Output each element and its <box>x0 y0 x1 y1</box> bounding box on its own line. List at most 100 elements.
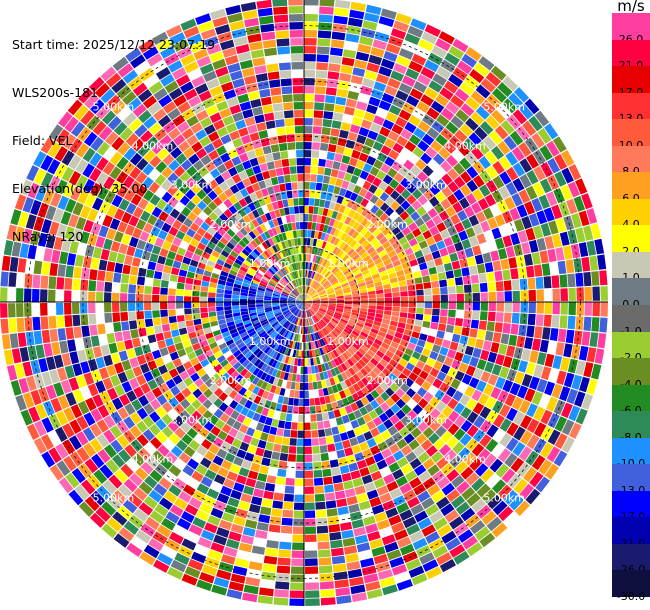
velocity-gate <box>114 469 129 483</box>
velocity-gate <box>420 152 432 165</box>
velocity-gate <box>296 446 304 454</box>
velocity-gate <box>332 282 340 287</box>
velocity-gate <box>304 342 307 350</box>
velocity-gate <box>416 289 424 296</box>
velocity-gate <box>251 319 260 325</box>
velocity-gate <box>230 489 242 500</box>
velocity-gate <box>117 407 129 420</box>
velocity-gate <box>578 210 590 227</box>
velocity-gate <box>414 319 423 327</box>
velocity-gate <box>322 175 331 184</box>
velocity-gate <box>209 282 218 289</box>
velocity-gate <box>376 293 384 298</box>
velocity-gate <box>278 242 284 251</box>
velocity-gate <box>238 269 247 276</box>
velocity-gate <box>304 0 319 6</box>
velocity-gate <box>148 122 162 135</box>
velocity-gate <box>304 142 312 150</box>
velocity-gate <box>62 133 77 150</box>
velocity-gate <box>316 174 324 183</box>
velocity-gate <box>164 80 179 94</box>
velocity-gate <box>129 180 142 193</box>
velocity-gate <box>547 158 561 174</box>
velocity-gate <box>319 320 326 327</box>
velocity-gate <box>594 238 605 255</box>
velocity-gate <box>544 353 555 368</box>
velocity-gate <box>425 566 442 580</box>
velocity-gate <box>370 269 379 276</box>
velocity-gate <box>334 327 342 334</box>
velocity-gate <box>344 256 352 264</box>
velocity-gate <box>304 94 315 102</box>
velocity-gate <box>387 329 396 336</box>
velocity-gate <box>453 268 462 278</box>
velocity-gate <box>415 234 425 244</box>
velocity-gate <box>304 158 311 166</box>
velocity-gate <box>136 302 144 311</box>
velocity-gate <box>232 302 240 306</box>
velocity-gate <box>272 245 278 253</box>
velocity-gate <box>215 66 229 78</box>
velocity-gate <box>484 230 494 242</box>
velocity-gate <box>51 249 61 264</box>
velocity-gate <box>69 435 82 451</box>
velocity-gate <box>87 383 99 397</box>
velocity-gate <box>531 132 545 149</box>
velocity-gate <box>187 68 202 81</box>
velocity-gate <box>238 208 247 218</box>
velocity-gate <box>220 81 234 93</box>
velocity-gate <box>485 115 500 130</box>
velocity-gate <box>16 273 25 288</box>
velocity-gate <box>172 67 187 80</box>
velocity-gate <box>312 305 319 309</box>
velocity-gate <box>409 458 422 470</box>
velocity-gate <box>375 285 383 291</box>
velocity-gate <box>539 394 551 409</box>
velocity-gate <box>202 97 215 109</box>
velocity-gate <box>257 439 267 449</box>
velocity-gate <box>439 87 454 101</box>
velocity-gate <box>373 553 389 565</box>
velocity-gate <box>296 158 304 166</box>
velocity-gate <box>288 304 296 307</box>
velocity-gate <box>245 340 254 348</box>
velocity-gate <box>100 344 110 356</box>
velocity-gate <box>223 478 235 489</box>
velocity-gate <box>163 390 174 401</box>
velocity-gate <box>370 357 379 366</box>
velocity-gate <box>397 275 406 282</box>
velocity-gate <box>120 293 128 302</box>
velocity-gate <box>485 72 502 87</box>
velocity-gate <box>313 315 320 322</box>
velocity-gate <box>487 281 496 292</box>
velocity-gate <box>324 345 330 354</box>
velocity-gate <box>240 298 248 302</box>
velocity-gate <box>278 336 284 344</box>
velocity-gate <box>512 109 528 125</box>
velocity-gate <box>285 215 291 223</box>
velocity-colorbar: 26.021.017.013.010.08.06.04.02.01.00.0-1… <box>612 13 650 603</box>
velocity-gate <box>401 226 412 236</box>
velocity-gate <box>403 329 413 337</box>
velocity-gate <box>200 358 210 368</box>
velocity-gate <box>552 233 562 248</box>
velocity-gate <box>260 280 268 286</box>
velocity-gate <box>33 437 47 454</box>
velocity-gate <box>573 195 586 212</box>
velocity-gate <box>321 249 327 258</box>
velocity-gate <box>399 482 412 495</box>
velocity-gate <box>333 228 340 237</box>
velocity-gate <box>310 358 314 366</box>
velocity-gate <box>311 294 319 299</box>
velocity-gate <box>250 345 259 353</box>
velocity-gate <box>151 245 162 255</box>
velocity-gate <box>463 452 477 466</box>
velocity-gate <box>356 224 365 233</box>
velocity-gate <box>281 249 287 258</box>
velocity-gate <box>383 338 392 346</box>
velocity-gate <box>286 134 295 143</box>
velocity-gate <box>271 227 278 236</box>
velocity-gate <box>363 364 372 374</box>
velocity-gate <box>317 166 325 175</box>
velocity-gate <box>136 354 147 366</box>
